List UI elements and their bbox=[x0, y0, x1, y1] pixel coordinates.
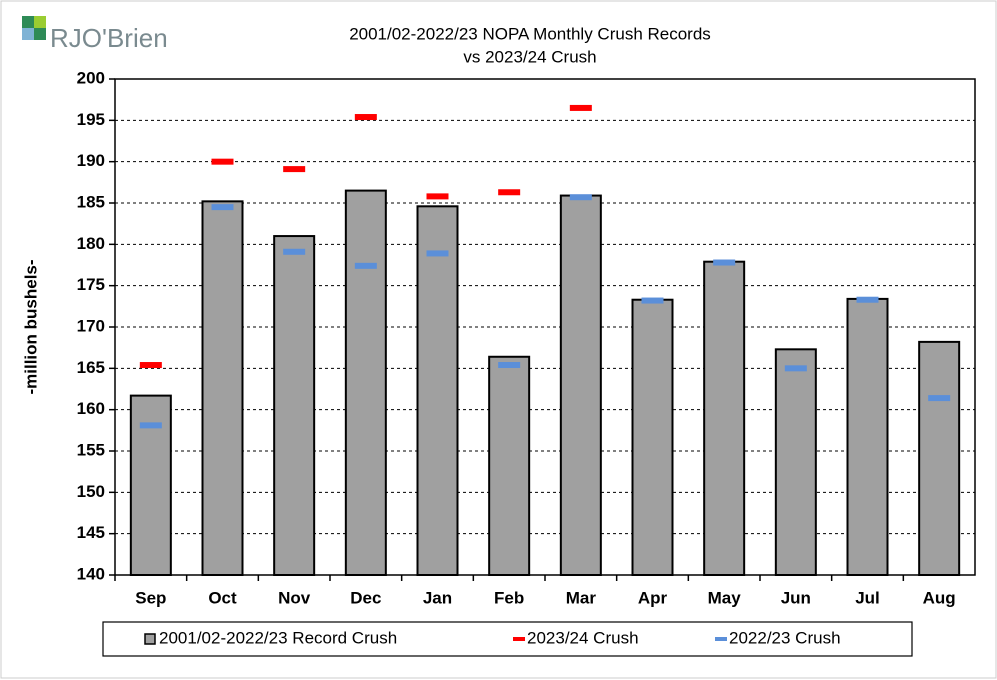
dash-marker bbox=[354, 262, 377, 269]
bar bbox=[846, 297, 889, 576]
x-tick-label: Jun bbox=[781, 588, 811, 607]
dash-marker bbox=[928, 395, 951, 402]
legend-swatch bbox=[715, 637, 727, 641]
x-tick-label: Feb bbox=[494, 588, 524, 607]
x-tick-label: Aug bbox=[923, 588, 956, 607]
y-tick-label: 165 bbox=[77, 358, 105, 377]
dash-marker bbox=[569, 104, 592, 111]
bar bbox=[774, 348, 817, 576]
y-tick-label: 160 bbox=[77, 399, 105, 418]
bar bbox=[918, 340, 961, 576]
bar bbox=[488, 355, 531, 577]
dash-marker bbox=[498, 189, 521, 196]
dash-marker bbox=[139, 422, 162, 429]
dash-marker bbox=[856, 296, 879, 303]
x-tick-label: Oct bbox=[208, 588, 237, 607]
y-tick-label: 185 bbox=[77, 192, 105, 211]
y-tick-label: 200 bbox=[77, 68, 105, 87]
bar bbox=[416, 205, 459, 576]
dash-marker bbox=[426, 250, 449, 257]
legend-label: 2022/23 Crush bbox=[729, 628, 841, 647]
bar bbox=[344, 189, 387, 576]
legend-box bbox=[102, 621, 913, 657]
dash-marker bbox=[426, 193, 449, 200]
dash-marker bbox=[211, 158, 234, 165]
y-tick-label: 140 bbox=[77, 564, 105, 583]
dash-marker bbox=[211, 204, 234, 211]
chart-subtitle: vs 2023/24 Crush bbox=[463, 47, 596, 66]
dash-marker bbox=[283, 166, 306, 173]
y-tick-label: 180 bbox=[77, 234, 105, 253]
y-axis-label: -million bushels- bbox=[21, 259, 40, 394]
x-tick-label: Jul bbox=[855, 588, 880, 607]
bar bbox=[559, 194, 602, 576]
dash-marker bbox=[139, 362, 162, 369]
dash-marker bbox=[569, 194, 592, 201]
dash-marker bbox=[713, 259, 736, 266]
bar bbox=[201, 200, 244, 576]
dash-marker bbox=[283, 248, 306, 255]
y-tick-label: 150 bbox=[77, 482, 105, 501]
y-tick-label: 195 bbox=[77, 110, 105, 129]
x-tick-label: Sep bbox=[135, 588, 166, 607]
legend-label: 2001/02-2022/23 Record Crush bbox=[159, 628, 397, 647]
x-tick-label: Jan bbox=[423, 588, 452, 607]
y-tick-label: 170 bbox=[77, 316, 105, 335]
bar bbox=[631, 298, 674, 576]
chart-title: 2001/02-2022/23 NOPA Monthly Crush Recor… bbox=[349, 24, 711, 43]
y-tick-label: 145 bbox=[77, 523, 105, 542]
x-tick-label: Nov bbox=[278, 588, 311, 607]
x-tick-label: Dec bbox=[350, 588, 381, 607]
y-tick-label: 155 bbox=[77, 440, 105, 459]
x-tick-label: Apr bbox=[638, 588, 668, 607]
legend-swatch bbox=[513, 637, 525, 641]
plot-border bbox=[114, 78, 976, 576]
legend-label: 2023/24 Crush bbox=[527, 628, 639, 647]
y-tick-label: 175 bbox=[77, 275, 105, 294]
bar bbox=[703, 260, 746, 576]
logo-icon bbox=[22, 16, 46, 40]
dash-marker bbox=[641, 297, 664, 304]
dash-marker bbox=[498, 362, 521, 369]
dash-marker bbox=[784, 365, 807, 372]
logo-text: RJO'Brien bbox=[50, 23, 168, 53]
y-tick-label: 190 bbox=[77, 151, 105, 170]
x-tick-label: Mar bbox=[566, 588, 597, 607]
x-tick-label: May bbox=[708, 588, 742, 607]
bar bbox=[273, 235, 316, 576]
legend-swatch bbox=[144, 633, 156, 645]
dash-marker bbox=[354, 114, 377, 121]
